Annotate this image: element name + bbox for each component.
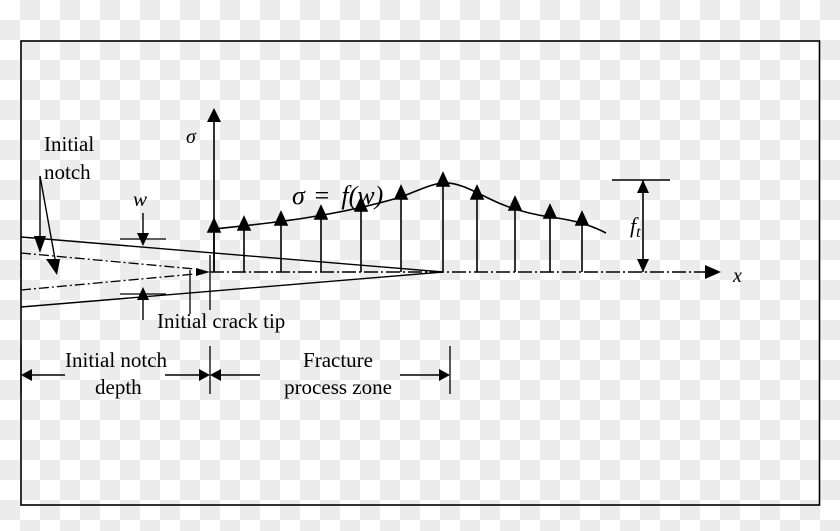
svg-text:ft: ft [630, 213, 641, 241]
svg-text:Initial notch: Initial notch [65, 348, 168, 372]
svg-text:w: w [133, 187, 147, 211]
svg-text:process zone: process zone [284, 375, 392, 399]
svg-text:σ=f(w): σ = f(w) [292, 181, 383, 210]
svg-text:Fracture: Fracture [303, 348, 373, 372]
svg-text:σ: σ [186, 126, 197, 148]
svg-text:Initial: Initial [44, 132, 94, 156]
svg-text:x: x [732, 265, 742, 287]
svg-text:notch: notch [44, 160, 91, 184]
svg-text:depth: depth [95, 375, 142, 399]
svg-text:Initial crack tip: Initial crack tip [157, 309, 285, 333]
